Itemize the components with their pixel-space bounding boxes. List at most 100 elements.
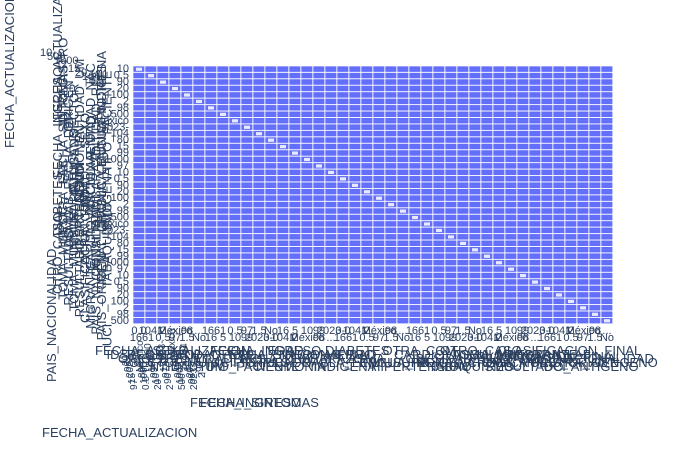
marker-10-21-11 — [390, 133, 397, 137]
marker-4-5-01 — [198, 92, 205, 96]
marker-17-1-01 — [150, 176, 157, 179]
marker-14-1-00 — [145, 156, 151, 160]
marker-13-0-00 — [133, 150, 139, 154]
marker-3-10-11 — [258, 88, 265, 92]
marker-7-35-11 — [558, 114, 565, 118]
marker-13-25-01 — [438, 150, 445, 154]
marker-16-21-00 — [385, 169, 391, 173]
marker-5-16-00 — [325, 98, 331, 102]
marker-10-11-00 — [265, 130, 271, 134]
marker-6-17-10 — [337, 107, 343, 111]
marker-19-6-10 — [205, 191, 211, 195]
marker-20-37-01 — [582, 195, 589, 199]
marker-3-4-01 — [186, 85, 193, 89]
marker-2-29-00 — [481, 79, 487, 83]
marker-8-15-01 — [318, 118, 325, 121]
marker-13-32-10 — [517, 152, 523, 156]
marker-15-19-00 — [361, 163, 367, 166]
marker-2-28-01 — [474, 79, 481, 83]
marker-9-28-10 — [469, 127, 475, 130]
marker-5-21-11 — [390, 101, 397, 105]
marker-15-38-01 — [594, 163, 601, 166]
marker-5-13-10 — [289, 101, 295, 105]
marker-16-38-11 — [594, 172, 601, 176]
marker-1-9-11 — [246, 75, 253, 79]
marker-0-15-10 — [313, 69, 319, 72]
marker-18-7-10 — [217, 185, 223, 188]
marker-17-34-00 — [541, 176, 547, 179]
marker-10-4-01 — [186, 130, 193, 134]
marker-13-10-00 — [253, 150, 259, 154]
marker-12-16-10 — [325, 146, 331, 150]
marker-13-19-00 — [361, 150, 367, 154]
marker-6-28-01 — [474, 105, 481, 108]
marker-3-31-10 — [505, 88, 511, 92]
marker-4-5-10 — [193, 94, 199, 98]
marker-20-38-00 — [589, 195, 595, 199]
marker-15-20-10 — [373, 165, 379, 169]
marker-9-39-01 — [606, 124, 613, 128]
marker-1-28-11 — [474, 75, 481, 79]
marker-12-9-00 — [241, 143, 247, 147]
marker-16-26-11 — [450, 172, 457, 176]
marker-12-5-11 — [198, 146, 205, 150]
marker-9-15-11 — [318, 127, 325, 130]
marker-10-17-01 — [342, 130, 349, 134]
marker-0-1-10 — [145, 69, 151, 72]
marker-3-36-11 — [570, 88, 577, 92]
marker-9-8-10 — [229, 127, 235, 130]
marker-13-34-11 — [546, 152, 553, 156]
marker-19-32-11 — [522, 191, 529, 195]
marker-11-18-00 — [349, 137, 355, 141]
marker-4-26-01 — [450, 92, 457, 96]
marker-18-20-10 — [373, 185, 379, 188]
marker-11-4-01 — [186, 137, 193, 141]
marker-18-13-01 — [294, 182, 301, 186]
marker-13-39-00 — [601, 150, 607, 154]
marker-9-4-01 — [186, 124, 193, 128]
marker-4-7-00 — [217, 92, 223, 96]
marker-9-2-10 — [157, 127, 163, 130]
marker-18-23-11 — [414, 185, 421, 188]
marker-9-3-10 — [169, 127, 175, 130]
marker-2-15-10 — [313, 81, 319, 85]
marker-8-7-11 — [222, 120, 229, 124]
marker-2-15-01 — [318, 79, 325, 83]
marker-4-31-11 — [510, 94, 517, 98]
marker-7-13-00 — [289, 111, 295, 115]
marker-20-27-11 — [462, 198, 469, 201]
marker-3-20-00 — [373, 85, 379, 89]
marker-15-29-01 — [486, 163, 493, 166]
marker-5-28-11 — [474, 101, 481, 105]
marker-5-19-01 — [366, 98, 373, 102]
marker-19-30-00 — [493, 188, 499, 192]
marker-11-34-00 — [541, 137, 547, 141]
marker-8-38-00 — [589, 118, 595, 121]
marker-20-15-10 — [313, 198, 319, 201]
marker-17-26-01 — [450, 176, 457, 179]
marker-7-12-11 — [282, 114, 289, 118]
marker-16-27-11 — [462, 172, 469, 176]
marker-12-31-01 — [510, 143, 517, 147]
marker-11-4-10 — [181, 139, 187, 143]
marker-20-0-10 — [133, 198, 139, 201]
marker-15-31-00 — [505, 163, 511, 166]
marker-8-7-00 — [217, 118, 223, 121]
marker-17-35-11 — [558, 178, 565, 182]
marker-4-28-11 — [474, 94, 481, 98]
marker-7-29-11 — [486, 114, 493, 118]
marker-5-32-10 — [517, 101, 523, 105]
marker-7-31-10 — [505, 114, 511, 118]
marker-6-3-10 — [169, 107, 175, 111]
marker-6-19-10 — [361, 107, 367, 111]
marker-11-35-00 — [553, 137, 559, 141]
marker-10-0-10 — [133, 133, 139, 137]
marker-11-5-01 — [198, 137, 205, 141]
marker-8-1-01 — [150, 118, 157, 121]
marker-18-32-11 — [522, 185, 529, 188]
marker-6-32-00 — [517, 105, 523, 108]
marker-19-15-11 — [318, 191, 325, 195]
marker-12-1-01 — [150, 143, 157, 147]
marker-20-34-11 — [546, 198, 553, 201]
marker-0-32-01 — [522, 66, 529, 70]
